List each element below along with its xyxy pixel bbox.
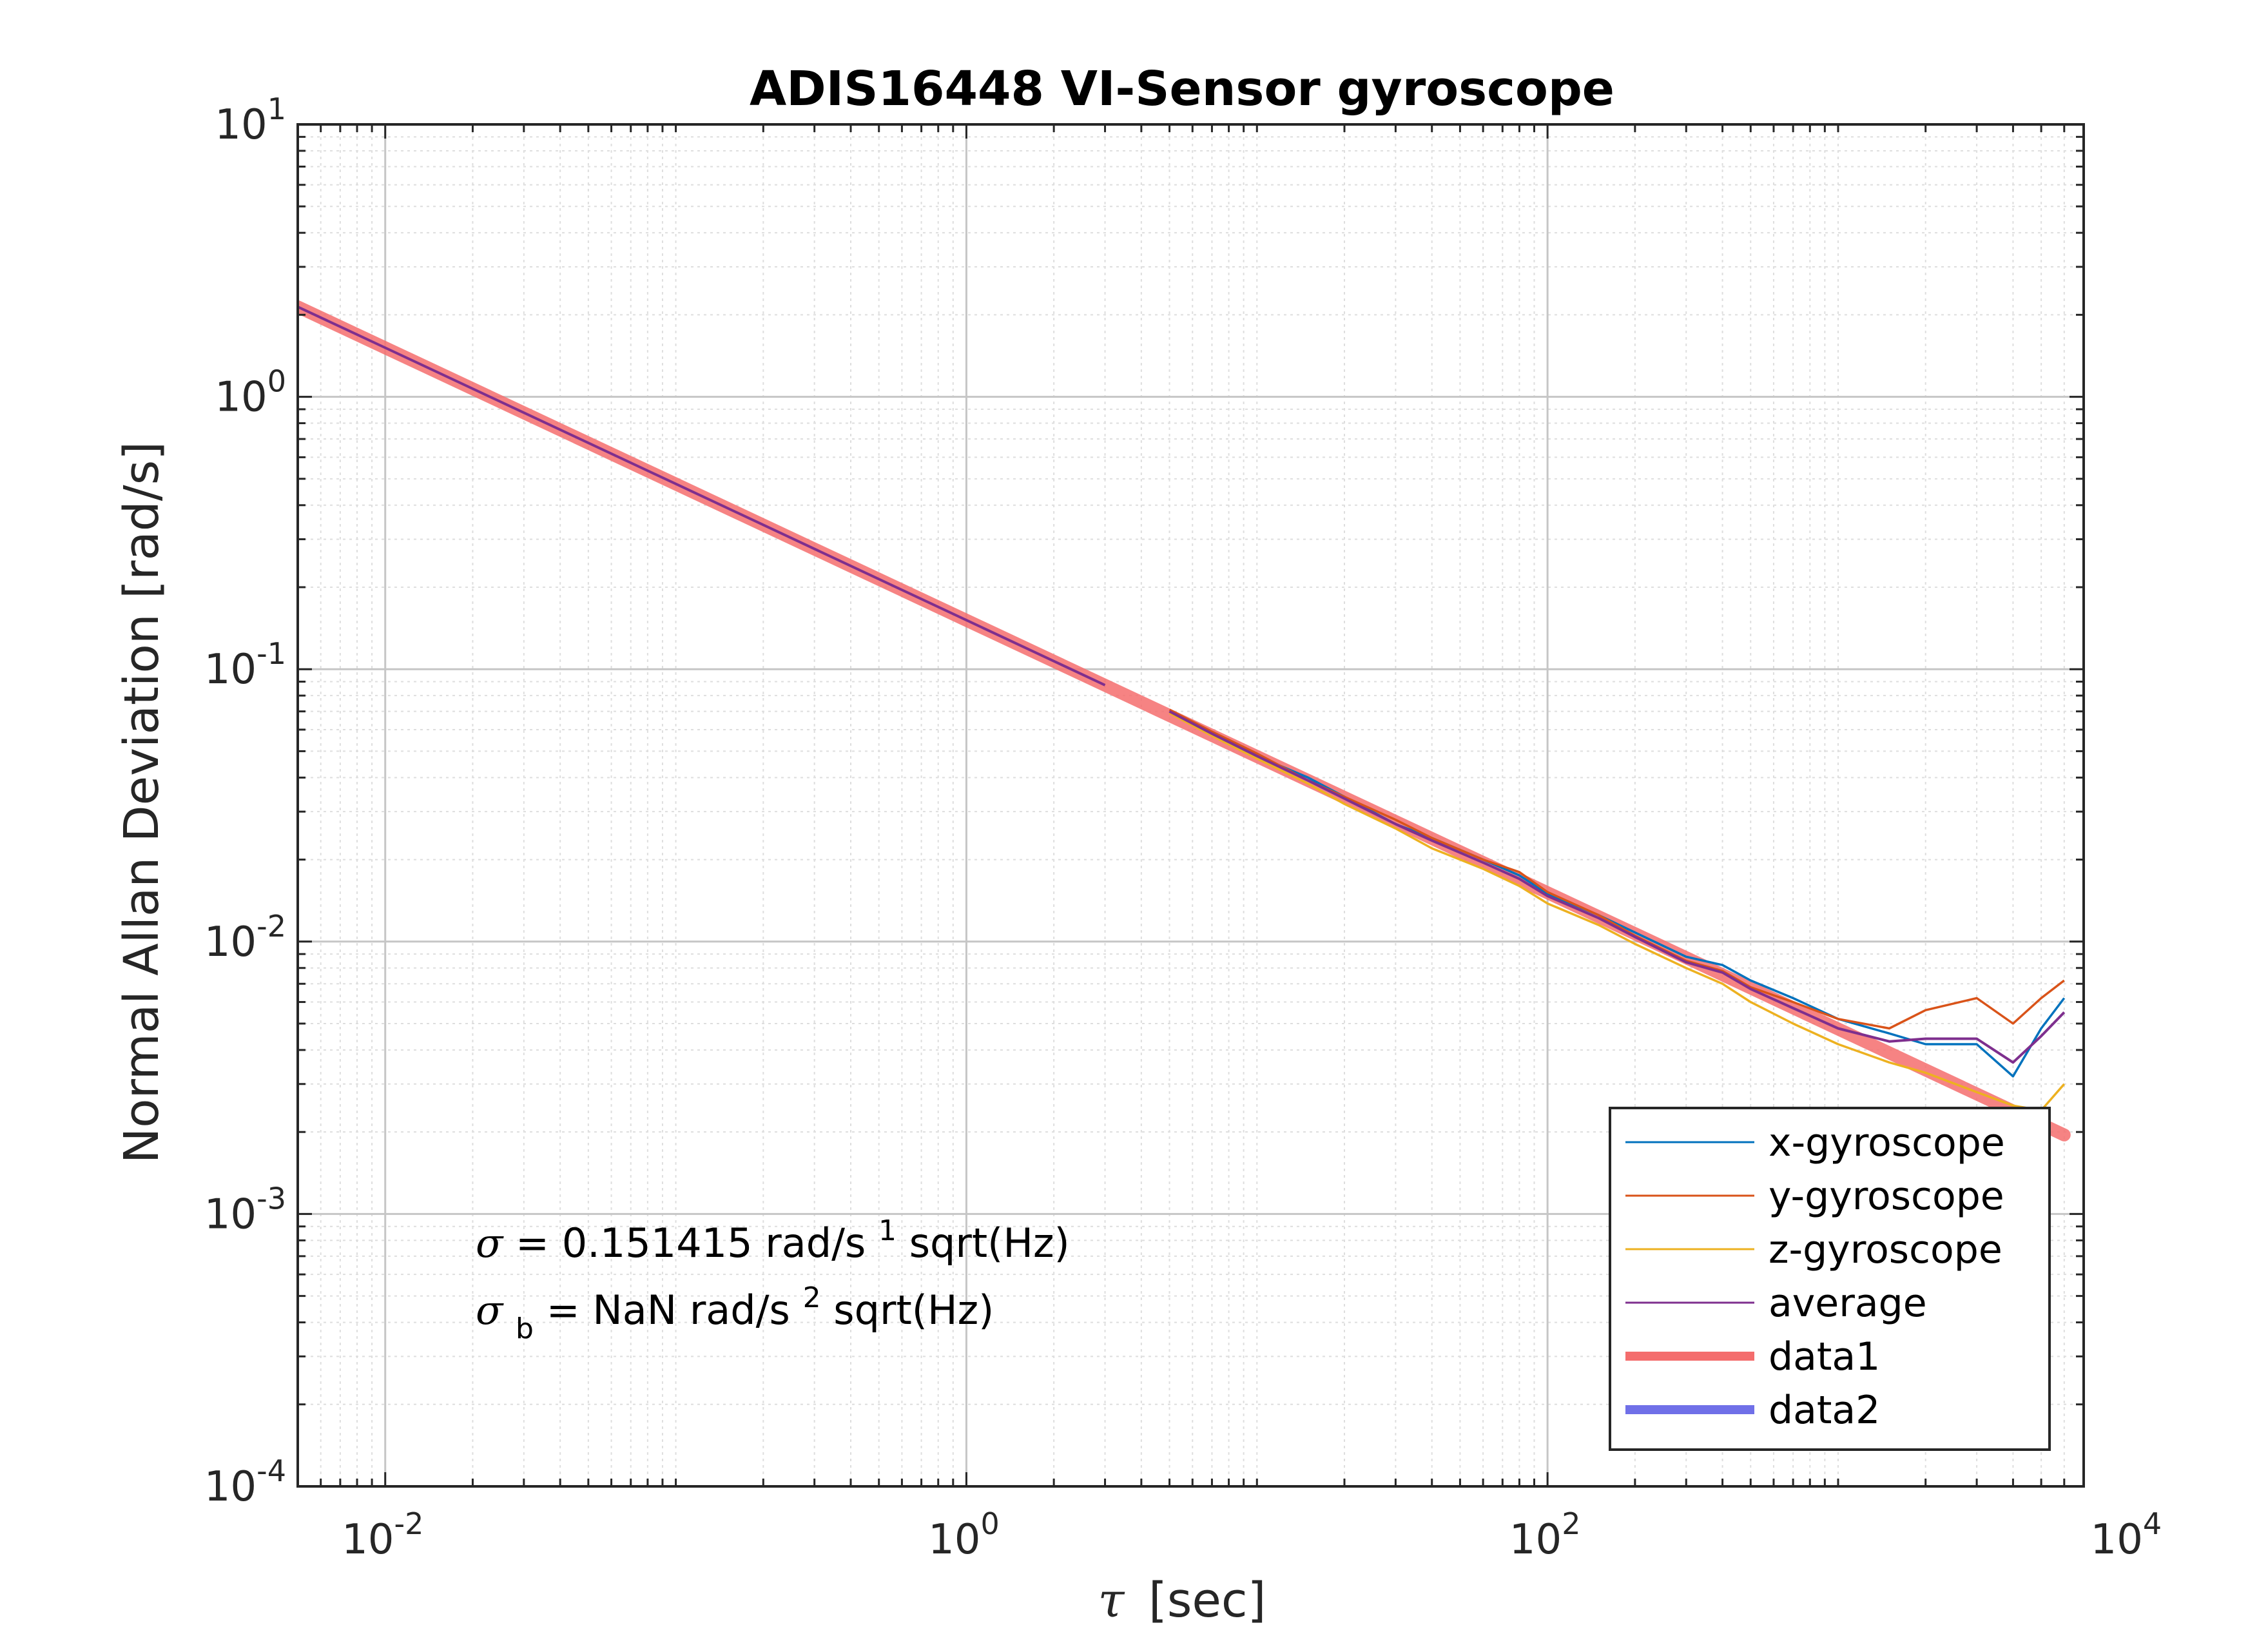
y-tick-label: 10-2 — [204, 909, 286, 966]
ticks-layer — [296, 123, 2085, 1488]
legend-box — [1609, 1107, 2051, 1451]
legend-label-y-gyroscope: y-gyroscope — [1769, 1174, 2004, 1219]
x-tick-label: 104 — [2090, 1506, 2162, 1564]
legend-label-average: average — [1769, 1281, 1927, 1326]
y-axis-label: Normal Allan Deviation [rad/s] — [114, 442, 170, 1163]
y-tick-label: 101 — [215, 92, 286, 149]
legend-label-data2: data2 — [1769, 1388, 1880, 1433]
x-tick-label: 102 — [1509, 1506, 1581, 1564]
y-tick-label: 10-3 — [204, 1181, 286, 1238]
series-layer — [298, 300, 2071, 1142]
annotation-sigma: σ = 0.151415 rad/s 1 sqrt(Hz) — [476, 1203, 1070, 1267]
series-line-z-gyroscope — [1168, 712, 2066, 1112]
y-tick-label: 10-1 — [204, 636, 286, 694]
series-line-average-shorttau — [298, 306, 1106, 686]
annotation-sigma-b: σ b = NaN rad/s 2 sqrt(Hz) — [476, 1270, 994, 1348]
legend-label-x-gyroscope: x-gyroscope — [1769, 1120, 2005, 1165]
legend-label-z-gyroscope: z-gyroscope — [1769, 1227, 2002, 1272]
tick-labels: 10-2 100 102 104 10-4 10-3 10-2 10-1 100 101 — [204, 92, 2162, 1564]
y-tick-label: 10-4 — [204, 1453, 286, 1511]
y-tick-label: 100 — [215, 364, 286, 422]
plot-frame — [296, 123, 2085, 1488]
legend-items: x-gyroscope y-gyroscope z-gyroscope average… — [1625, 1120, 2005, 1433]
x-axis-label: τ [sec] — [1098, 1573, 1266, 1628]
series-clip-group — [298, 300, 2071, 1142]
x-tick-label: 100 — [928, 1506, 1000, 1564]
chart-title: ADIS16448 VI-Sensor gyroscope — [750, 61, 1614, 117]
x-tick-label: 10-2 — [342, 1506, 423, 1564]
legend: x-gyroscope y-gyroscope z-gyroscope average… — [1609, 1107, 2051, 1451]
series-line-average — [1168, 710, 2066, 1064]
legend-label-data1: data1 — [1769, 1334, 1880, 1379]
